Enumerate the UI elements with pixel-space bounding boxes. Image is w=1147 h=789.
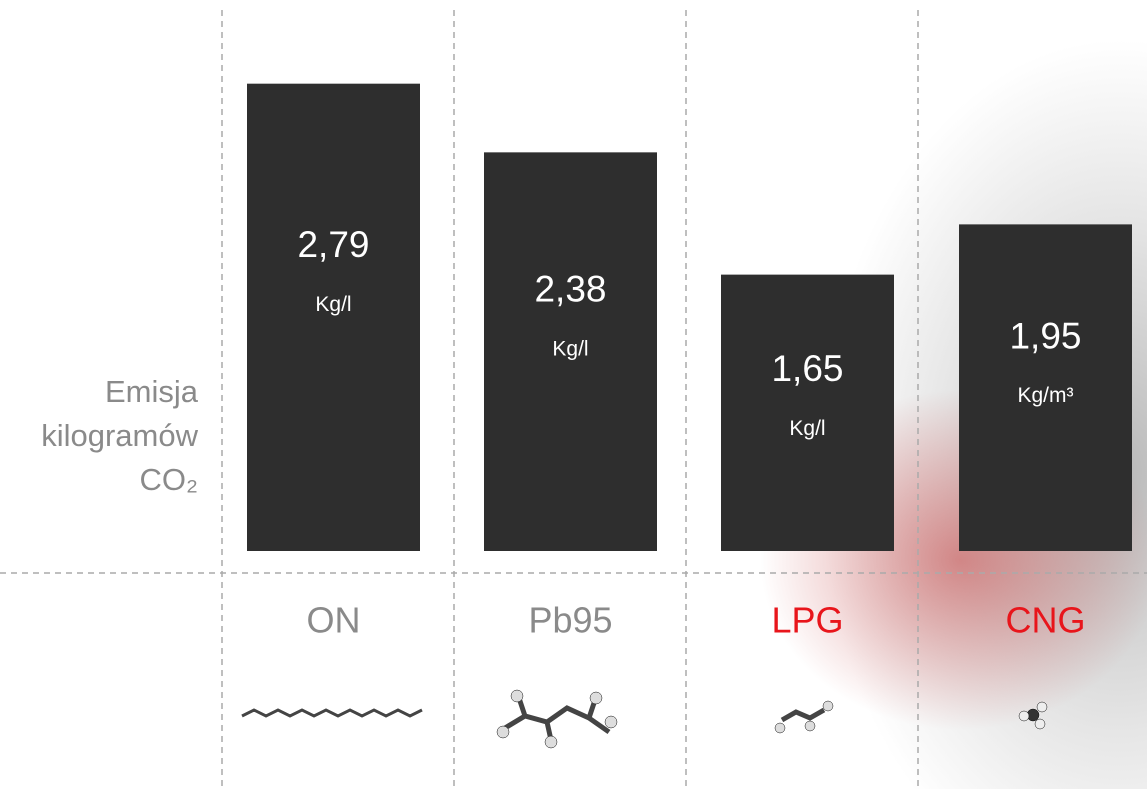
bar (959, 224, 1132, 551)
value-label: 1,95 (1009, 315, 1081, 356)
grid (0, 10, 1147, 789)
y-label-line: kilogramów (41, 418, 198, 453)
value-label: 2,79 (297, 224, 369, 265)
x-tick-label: CNG (1006, 600, 1086, 641)
unit-label: Kg/m³ (1017, 384, 1073, 407)
molecule-pb95 (496, 689, 618, 749)
unit-label: Kg/l (315, 293, 351, 316)
bar (484, 152, 657, 551)
x-tick-label: ON (307, 600, 361, 641)
y-label-line: CO₂ (139, 462, 198, 497)
molecule-lpg (774, 700, 834, 734)
unit-label: Kg/l (789, 417, 825, 440)
value-label: 1,65 (771, 348, 843, 389)
value-label: 2,38 (534, 269, 606, 310)
y-label: Emisja kilogramów CO₂ (41, 374, 199, 497)
y-label-line: Emisja (105, 374, 199, 409)
molecule-cng (1018, 701, 1048, 730)
molecule-on (241, 708, 423, 718)
molecules (241, 689, 1048, 749)
x-tick-label: LPG (771, 600, 843, 641)
x-tick-label: Pb95 (528, 600, 612, 641)
unit-label: Kg/l (552, 337, 588, 360)
bar (247, 83, 420, 552)
bar (721, 274, 894, 551)
